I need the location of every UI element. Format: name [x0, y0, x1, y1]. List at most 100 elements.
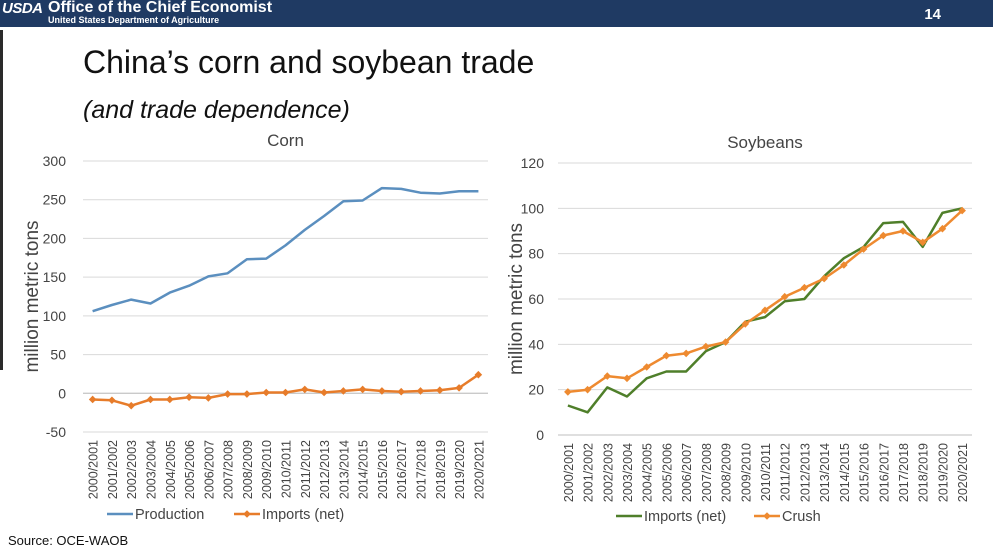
- corn-x-tick-label: 2017/2018: [415, 440, 429, 499]
- corn-y-tick-label: 150: [43, 269, 67, 285]
- soybeans-x-tick-label: 2000/2001: [562, 443, 576, 502]
- corn-y-tick-label: 250: [43, 192, 67, 208]
- source-note: Source: OCE-WAOB: [8, 533, 129, 548]
- corn-x-tick-label: 2008/2009: [241, 440, 255, 499]
- soybeans-crush-point: [642, 363, 651, 371]
- soybeans-x-tick-label: 2015/2016: [858, 443, 872, 502]
- soybeans-x-tick-label: 2020/2021: [956, 443, 970, 502]
- soybeans-crush-point: [603, 372, 612, 380]
- soybeans-y-tick-label: 20: [528, 382, 544, 398]
- soybeans-crush-point: [840, 261, 848, 269]
- soybeans-y-tick-label: 80: [528, 246, 544, 262]
- corn-imports-net-point: [204, 394, 213, 402]
- corn-x-tick-label: 2010/2011: [280, 440, 294, 498]
- corn-x-tick-label: 2000/2001: [87, 440, 101, 499]
- corn-legend-label-production: Production: [135, 507, 204, 523]
- soybeans-x-tick-label: 2005/2006: [660, 443, 674, 502]
- soybeans-y-tick-label: 100: [521, 200, 545, 216]
- soybeans-x-tick-label: 2013/2014: [818, 443, 832, 502]
- soybeans-y-axis-label: million metric tons: [506, 223, 527, 375]
- corn-x-tick-label: 2002/2003: [125, 440, 139, 499]
- soybeans-x-tick-label: 2010/2011: [759, 443, 773, 501]
- department-name: United States Department of Agriculture: [48, 15, 220, 25]
- soybeans-y-tick-label: 120: [521, 155, 545, 171]
- soybeans-y-tick-label: 0: [536, 427, 544, 443]
- soybeans-x-tick-label: 2004/2005: [641, 443, 655, 502]
- soybeans-x-tick-label: 2016/2017: [877, 443, 891, 502]
- corn-x-tick-label: 2018/2019: [434, 440, 448, 499]
- soybeans-crush-point: [958, 206, 966, 215]
- corn-imports-net-point: [435, 386, 444, 394]
- corn-x-tick-label: 2006/2007: [202, 440, 216, 499]
- soybeans-x-tick-label: 2001/2002: [582, 443, 596, 502]
- usda-logo: USDA: [2, 0, 43, 17]
- soybeans-crush-point: [859, 245, 868, 253]
- soybeans-x-tick-label: 2018/2019: [917, 443, 931, 502]
- corn-legend-label-imports-net: Imports (net): [262, 507, 344, 523]
- corn-imports-net-point: [397, 387, 406, 396]
- soybeans-crush-point: [564, 388, 572, 396]
- corn-x-tick-label: 2009/2010: [260, 440, 274, 499]
- corn-imports-net-point: [108, 396, 116, 405]
- soybeans-crush-point: [662, 351, 671, 360]
- header-banner: USDA Office of the Chief Economist Unite…: [0, 0, 993, 27]
- soybeans-x-tick-label: 2006/2007: [680, 443, 694, 502]
- corn-imports-net-point: [146, 395, 155, 404]
- corn-chart-title: Corn: [267, 131, 304, 150]
- corn-imports-net-point: [320, 388, 328, 397]
- corn-x-tick-label: 2014/2015: [357, 440, 371, 499]
- soybeans-legend-marker-crush: [763, 512, 771, 520]
- corn-imports-net-point: [358, 385, 367, 394]
- soybeans-x-tick-label: 2011/2012: [779, 443, 793, 501]
- office-title: Office of the Chief Economist: [48, 0, 273, 16]
- corn-imports-net-point: [339, 387, 348, 395]
- corn-imports-net-point: [474, 370, 483, 379]
- soybeans-x-tick-label: 2007/2008: [700, 443, 714, 502]
- corn-x-tick-label: 2005/2006: [183, 440, 197, 499]
- soybeans-x-tick-label: 2012/2013: [798, 443, 812, 502]
- corn-y-tick-label: -50: [46, 424, 66, 440]
- soybeans-legend-label-imports-net: Imports (net): [644, 509, 726, 525]
- corn-x-tick-label: 2003/2004: [145, 440, 159, 499]
- soybeans-crush-point: [761, 306, 769, 315]
- corn-imports-net-point: [223, 390, 232, 398]
- corn-imports-net-point: [165, 395, 174, 404]
- corn-imports-net-point: [127, 401, 136, 410]
- soybeans-chart-title: Soybeans: [727, 133, 803, 152]
- corn-imports-net-point: [378, 387, 386, 395]
- soybeans-x-tick-label: 2009/2010: [739, 443, 753, 502]
- soybeans-y-tick-label: 40: [528, 336, 544, 352]
- corn-x-tick-label: 2016/2017: [395, 440, 409, 499]
- corn-imports-net-point: [243, 390, 251, 398]
- soybeans-crush-point: [702, 342, 710, 351]
- slide-subtitle: (and trade dependence): [83, 96, 350, 122]
- corn-x-tick-label: 2007/2008: [222, 440, 236, 499]
- soybeans-legend-label-crush: Crush: [782, 509, 821, 525]
- corn-y-tick-label: 200: [43, 230, 67, 246]
- soybeans-series-imports-net-line: [567, 207, 963, 414]
- corn-x-tick-label: 2012/2013: [318, 440, 332, 499]
- soybeans-x-tick-label: 2002/2003: [601, 443, 615, 502]
- corn-y-tick-label: 300: [43, 153, 67, 169]
- corn-x-tick-label: 2011/2012: [299, 440, 313, 498]
- corn-y-tick-label: 50: [50, 347, 66, 363]
- soybeans-y-tick-label: 60: [528, 291, 544, 307]
- corn-y-tick-label: 100: [43, 308, 67, 324]
- corn-x-tick-label: 2019/2020: [453, 440, 467, 499]
- soybeans-crush-point: [800, 283, 809, 292]
- page-number: 14: [924, 6, 941, 23]
- corn-imports-net-point: [416, 387, 425, 395]
- soybeans-crush-point: [583, 385, 592, 394]
- corn-x-tick-label: 2013/2014: [337, 440, 351, 499]
- soybeans-x-tick-label: 2014/2015: [838, 443, 852, 502]
- left-divider: [0, 30, 3, 370]
- corn-series-production-line: [92, 186, 479, 313]
- soybeans-crush-point: [938, 224, 947, 233]
- soybeans-series-crush-line: [567, 209, 963, 394]
- soybeans-crush-point: [682, 349, 690, 358]
- corn-imports-net-point: [88, 395, 97, 404]
- corn-x-tick-label: 2020/2021: [472, 440, 486, 499]
- soybeans-x-tick-label: 2017/2018: [897, 443, 911, 502]
- soybeans-crush-point: [918, 238, 927, 247]
